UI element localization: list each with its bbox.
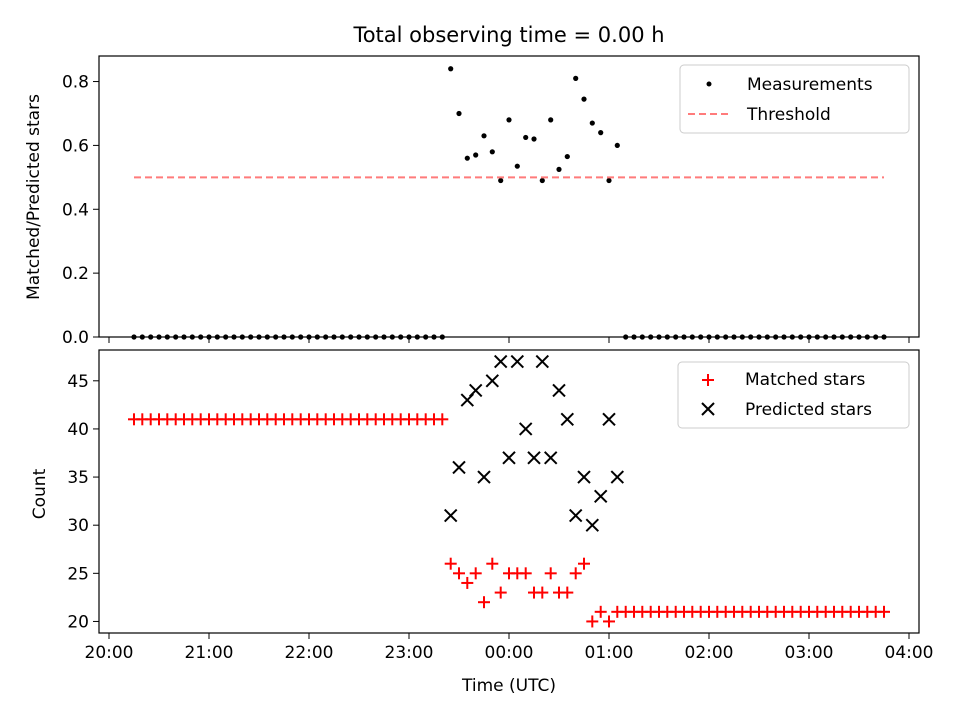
matched-star-point (569, 567, 582, 580)
predicted-star-point (518, 422, 533, 436)
measurement-point (539, 177, 545, 184)
bottom-y-tick-label: 45 (67, 372, 89, 392)
legend-measurements-label: Measurements (747, 75, 873, 95)
x-tick-label: 22:00 (285, 643, 334, 663)
measurement-point (506, 117, 512, 123)
legend-threshold-label: Threshold (746, 105, 831, 125)
measurement-point (448, 66, 454, 72)
measurement-point (581, 96, 587, 102)
predicted-star-point (568, 508, 583, 523)
top-y-axis-label: Matched/Predicted stars (24, 94, 44, 300)
predicted-star-point (443, 508, 458, 523)
bottom-axes-frame (98, 349, 920, 634)
predicted-star-point (585, 518, 600, 532)
legend-measurements-marker (706, 81, 712, 87)
matched-star-point (519, 567, 532, 580)
predicted-star-point (560, 412, 575, 427)
measurement-point (564, 153, 570, 160)
measurement-point (573, 75, 579, 81)
x-tick-label: 20:00 (85, 643, 134, 663)
predicted-star-point (510, 354, 525, 369)
x-axis-label: Time (UTC) (461, 676, 556, 696)
legend-predicted-marker (701, 402, 715, 416)
measurement-point (548, 117, 554, 123)
matched-star-point (878, 605, 890, 618)
matched-star-point (494, 586, 507, 599)
bottom-y-tick-label: 40 (67, 420, 89, 440)
matched-star-point (536, 586, 549, 599)
top-y-tick-label: 0.6 (62, 136, 89, 156)
legend-predicted-label: Predicted stars (745, 400, 872, 420)
predicted-star-point (493, 354, 508, 369)
measurement-point (556, 166, 562, 172)
top-y-tick-label: 0.0 (62, 328, 89, 348)
predicted-star-point (552, 383, 566, 398)
x-tick-label: 03:00 (785, 643, 834, 663)
bottom-legend: Matched stars Predicted stars (677, 361, 910, 429)
measurement-point (531, 136, 537, 142)
measurement-point (481, 133, 487, 139)
top-y-tick-label: 0.2 (62, 264, 89, 284)
predicted-star-point (577, 470, 591, 484)
x-tick-label: 02:00 (685, 643, 734, 663)
matched-star-point (586, 615, 599, 628)
matched-star-point (594, 605, 607, 618)
bottom-y-axis-label: Count (30, 468, 50, 519)
matched-star-point (469, 567, 482, 580)
x-tick-label: 04:00 (885, 643, 934, 663)
predicted-star-point (593, 489, 608, 504)
matched-star-point (478, 596, 490, 609)
top-axes-frame (98, 55, 920, 338)
predicted-star-point (452, 460, 466, 475)
matched-star-point (461, 576, 474, 589)
bottom-y-tick-label: 20 (67, 612, 89, 632)
predicted-star-point (535, 354, 550, 369)
measurement-point (489, 149, 495, 155)
matched-star-point (436, 413, 449, 426)
measurement-point (473, 152, 479, 158)
measurement-point (589, 120, 595, 126)
measurement-point (598, 130, 604, 136)
predicted-star-point (485, 374, 500, 388)
bottom-y-tick-label: 35 (67, 468, 89, 488)
top-legend: Measurements Threshold (679, 64, 910, 134)
measurement-point (498, 177, 504, 184)
measurement-point (456, 110, 462, 117)
legend-matched-marker (702, 374, 714, 386)
measurement-point (464, 155, 470, 161)
predicted-star-point (527, 451, 541, 465)
chart-title: Total observing time = 0.00 h (352, 23, 664, 47)
measurement-point (523, 134, 529, 141)
top-y-tick-label: 0.8 (62, 73, 89, 93)
measurement-point (606, 177, 612, 184)
legend-matched-label: Matched stars (745, 370, 865, 390)
predicted-star-point (468, 383, 483, 398)
predicted-star-point (477, 470, 491, 484)
top-panel: 0.0 0.2 0.4 0.6 0.8 (62, 55, 920, 348)
bottom-panel: 20 25 30 35 40 45 20:00 21:00 22:00 23:00 00:00 01:… (67, 349, 934, 663)
matched-star-point (578, 557, 590, 570)
measurement-point (514, 163, 520, 169)
x-tick-label: 01:00 (585, 643, 634, 663)
x-tick-label: 21:00 (185, 643, 234, 663)
measurement-point (614, 142, 620, 149)
matched-star-point (544, 567, 557, 580)
top-y-tick-label: 0.4 (62, 200, 89, 220)
predicted-star-point (502, 451, 516, 465)
predicted-star-point (602, 412, 616, 427)
predicted-star-point (610, 470, 625, 484)
x-tick-label: 23:00 (385, 643, 434, 663)
matched-star-point (603, 615, 615, 628)
bottom-y-tick-label: 25 (67, 564, 89, 584)
matched-star-point (486, 557, 499, 570)
x-tick-label: 00:00 (485, 643, 534, 663)
matched-star-point (453, 567, 465, 580)
matched-star-point (561, 586, 574, 599)
predicted-star-point (543, 451, 558, 465)
bottom-y-tick-label: 30 (67, 516, 89, 536)
matched-star-point (444, 557, 457, 570)
